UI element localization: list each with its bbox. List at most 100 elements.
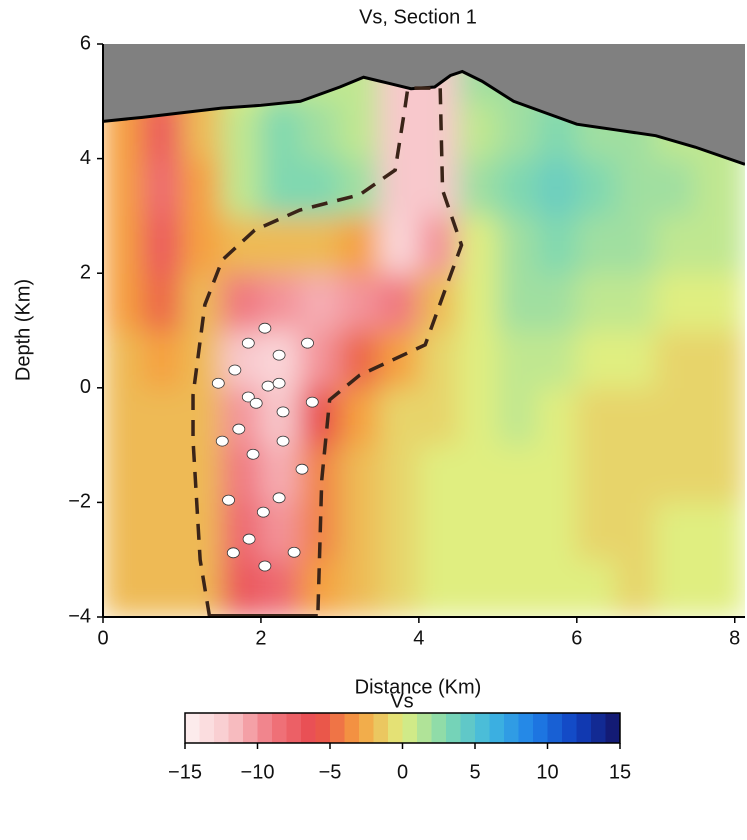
colorbar-swatch — [475, 713, 490, 743]
heat-cell — [576, 501, 617, 561]
colorbar-tick-label: −15 — [168, 761, 202, 783]
heat-cell — [576, 559, 617, 617]
colorbar-swatch — [228, 713, 244, 743]
colorbar-swatch — [243, 713, 258, 743]
colorbar-swatch — [272, 713, 287, 743]
colorbar-swatch — [199, 713, 215, 743]
heat-cell — [536, 559, 578, 617]
chart-title: Vs, Section 1 — [359, 6, 477, 28]
heat-cell — [576, 272, 617, 331]
colorbar-swatch — [388, 713, 403, 743]
heat-cell — [418, 330, 459, 389]
heat-cell — [103, 387, 143, 446]
heat-cell — [457, 215, 499, 274]
heat-cell — [576, 444, 617, 503]
colorbar-tick-label: 10 — [536, 761, 558, 783]
heat-cell — [655, 501, 696, 561]
heat-cell — [694, 387, 745, 446]
event — [215, 435, 229, 447]
heat-cell — [181, 559, 222, 617]
colorbar-tick-label: 0 — [397, 761, 408, 783]
heat-cell — [299, 272, 341, 331]
heat-cell — [418, 387, 459, 446]
axes: 0 2 4 6 8 −4 −2 0 2 4 6 −15 −10 −5 0 5 10 15 — [68, 32, 745, 783]
colorbar-tick-label: −10 — [241, 761, 275, 783]
heat-cell — [378, 215, 420, 274]
x-tick-label: 4 — [413, 627, 424, 649]
heat-cell — [418, 559, 459, 617]
heat-cell — [576, 330, 617, 389]
colorbar-swatch — [533, 713, 548, 743]
colorbar-tick-label: 15 — [609, 761, 631, 783]
heat-cell — [615, 215, 657, 274]
heat-cell — [457, 444, 499, 503]
heat-cell — [694, 501, 745, 561]
heat-cell — [339, 100, 380, 160]
heat-cell — [299, 215, 341, 274]
heat-cell — [457, 387, 499, 446]
colorbar-swatch — [547, 713, 563, 743]
heat-cell — [378, 444, 420, 503]
heat-cell — [418, 100, 459, 160]
heat-cell — [615, 330, 657, 389]
event — [241, 337, 255, 349]
event — [295, 463, 309, 475]
heat-cell — [655, 272, 696, 331]
y-tick-label: −2 — [68, 491, 91, 513]
heat-cell — [497, 559, 538, 617]
event — [272, 377, 286, 389]
event — [258, 560, 272, 572]
heat-cell — [378, 330, 420, 389]
heat-cell — [103, 215, 143, 274]
y-tick-label: 2 — [80, 261, 91, 283]
colorbar-swatch — [605, 713, 621, 743]
event — [222, 494, 235, 506]
heat-cell — [497, 215, 538, 274]
heat-cell — [378, 559, 420, 617]
heat-cell — [220, 272, 262, 331]
heat-cell — [339, 387, 380, 446]
heat-cell — [299, 559, 341, 617]
heat-cell — [457, 158, 499, 217]
colorbar-swatch — [591, 713, 606, 743]
heat-cell — [220, 158, 262, 217]
heat-cell — [141, 501, 183, 561]
event — [232, 423, 246, 435]
colorbar-swatch — [431, 713, 447, 743]
heat-cell — [694, 444, 745, 503]
heat-cell — [220, 100, 262, 160]
heat-cell — [536, 330, 578, 389]
heat-cell — [339, 444, 380, 503]
x-axis-label: Distance (Km) — [355, 676, 482, 698]
heat-cell — [418, 215, 459, 274]
topography-area — [103, 44, 745, 165]
heat-cell — [141, 158, 183, 217]
heat-cell — [103, 444, 143, 503]
heat-cell — [655, 387, 696, 446]
y-tick-label: −4 — [68, 605, 91, 627]
heat-cell — [260, 272, 301, 331]
heat-cell — [220, 559, 262, 617]
heat-cell — [615, 272, 657, 331]
colorbar-swatch — [359, 713, 374, 743]
colorbar-swatch — [185, 713, 200, 743]
colorbar-swatch — [344, 713, 360, 743]
heat-cell — [299, 158, 341, 217]
colorbar-swatch — [315, 713, 331, 743]
heat-cell — [497, 158, 538, 217]
heat-cell — [655, 559, 696, 617]
heat-cell — [141, 215, 183, 274]
colorbar-swatch — [373, 713, 389, 743]
heat-cell — [694, 330, 745, 389]
event — [228, 364, 242, 376]
topography-line — [103, 69, 745, 166]
heat-cell — [457, 100, 499, 160]
x-tick-label: 8 — [729, 627, 740, 649]
event — [226, 547, 240, 559]
colorbar-swatch — [460, 713, 476, 743]
y-axis-label: Depth (Km) — [12, 279, 34, 381]
heat-cell — [181, 387, 222, 446]
colorbar-swatch — [576, 713, 592, 743]
event — [241, 391, 255, 403]
colorbar-swatch — [330, 713, 345, 743]
